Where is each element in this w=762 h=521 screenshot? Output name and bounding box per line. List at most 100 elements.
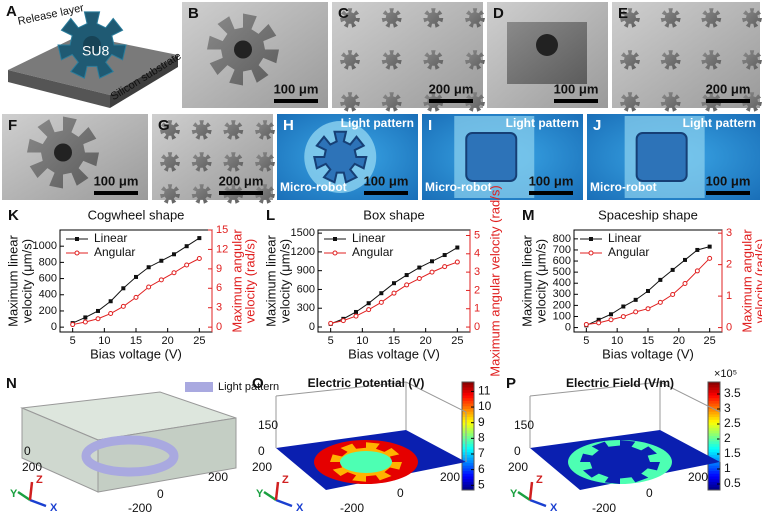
axis-arrow <box>263 490 277 502</box>
scale-bar <box>219 191 263 195</box>
data-point <box>596 320 602 326</box>
colorbar-cell <box>708 411 720 415</box>
scale-bar <box>94 191 138 195</box>
data-point <box>455 245 460 250</box>
data-point <box>670 292 676 298</box>
colorbar-cell <box>708 382 720 386</box>
colorbar-cell <box>462 473 474 477</box>
y-tick-label: 400 <box>39 289 57 301</box>
legend-marker <box>75 237 79 241</box>
colorbar-cell <box>708 422 720 426</box>
data-point <box>171 270 177 276</box>
annotation: Micro-robot <box>590 180 657 194</box>
hole <box>54 143 72 162</box>
x-tick-label: 10 <box>611 335 623 347</box>
micro-robot <box>742 50 762 70</box>
colorbar-cell <box>708 479 720 483</box>
y-tick-label: 1000 <box>33 240 57 252</box>
annotation: Micro-robot <box>280 180 347 194</box>
axis-tick-label: 200 <box>252 460 272 474</box>
axis-letter: Y <box>10 488 18 500</box>
y-tick-label: 1200 <box>291 246 315 258</box>
colorbar-tick-label: 2 <box>724 431 731 445</box>
x-tick-label: 15 <box>388 335 400 347</box>
y-tick-label: 600 <box>553 255 571 267</box>
colorbar-cell <box>462 387 474 391</box>
series-line <box>72 237 200 324</box>
micro-robot <box>660 92 681 112</box>
view-title: Electric Potential (V) <box>308 376 425 390</box>
micro-robot <box>191 120 212 140</box>
potential-center <box>340 451 392 473</box>
y-tick-label: 1500 <box>291 227 315 239</box>
scale-bar <box>364 191 408 195</box>
micro-robot <box>701 8 722 28</box>
scale-bar <box>274 99 318 103</box>
data-point <box>694 268 700 274</box>
data-point <box>645 306 651 312</box>
data-point <box>366 301 371 306</box>
colorbar-cell <box>708 398 720 402</box>
micro-robot <box>423 50 444 70</box>
y-axis-label: Maximum linear <box>519 234 534 326</box>
colorbar-tick-label: 1 <box>724 461 731 475</box>
data-point <box>608 317 614 323</box>
scale-bar-label: 100 μm <box>94 173 139 188</box>
colorbar-cell <box>462 398 474 402</box>
axis-arrow <box>28 481 34 501</box>
chart-title: Box shape <box>363 207 424 222</box>
axis-tick-label: 0 <box>646 486 653 500</box>
colorbar-cell <box>462 417 474 421</box>
y2-tick-label: 3 <box>216 302 222 314</box>
axis-letter: Z <box>536 474 543 486</box>
y2-tick-label: 15 <box>216 224 228 236</box>
scale-bar-label: 100 μm <box>529 173 574 188</box>
colorbar-tick-label: 9 <box>478 415 485 429</box>
legend-marker <box>589 237 593 241</box>
data-point <box>646 288 650 293</box>
colorbar-cell <box>708 449 720 453</box>
axis-tick-label: 0 <box>514 444 521 458</box>
micro-robot <box>660 8 681 28</box>
colorbar-cell <box>462 382 474 386</box>
colorbar-cell <box>708 384 720 388</box>
micro-robot <box>465 8 485 28</box>
data-point <box>392 281 396 286</box>
plot-frame <box>317 229 471 333</box>
x-tick-label: 25 <box>451 335 463 347</box>
axis-tick-label: -200 <box>128 501 152 515</box>
axis-letter: Z <box>282 474 289 486</box>
x-tick-label: 20 <box>420 335 432 347</box>
colorbar-cell <box>462 484 474 488</box>
data-point <box>83 315 88 320</box>
micro-robot <box>620 50 640 70</box>
colorbar-tick-label: 11 <box>478 384 491 398</box>
y-tick-label: 300 <box>553 288 571 300</box>
data-point <box>707 255 713 261</box>
axis-tick-label: 200 <box>208 470 228 484</box>
data-point <box>683 257 687 262</box>
colorbar-cell <box>462 390 474 394</box>
colorbar-cell <box>708 433 720 437</box>
panel-label: K <box>8 207 19 224</box>
scale-bar <box>429 99 473 103</box>
colorbar-cell <box>462 441 474 445</box>
legend-label: Angular <box>608 245 649 259</box>
axis-tick-label: 150 <box>258 418 278 432</box>
micro-robot <box>660 50 681 70</box>
axis-letter: Y <box>510 488 518 500</box>
colorbar-cell <box>462 400 474 405</box>
colorbar-cell <box>462 454 474 459</box>
x-tick-label: 10 <box>356 335 368 347</box>
y-tick-label: 500 <box>553 266 571 278</box>
hole <box>536 34 558 56</box>
colorbar-cell <box>462 406 474 410</box>
axis-arrow <box>529 498 547 508</box>
micro-robot <box>742 92 762 112</box>
y-tick-label: 0 <box>51 321 57 333</box>
micro-robot <box>255 184 275 204</box>
x-axis-label: Bias voltage (V) <box>90 346 182 361</box>
y2-tick-label: 3 <box>726 227 732 239</box>
colorbar-multiplier: ×10⁵ <box>714 368 737 380</box>
colorbar-cell <box>708 471 720 475</box>
